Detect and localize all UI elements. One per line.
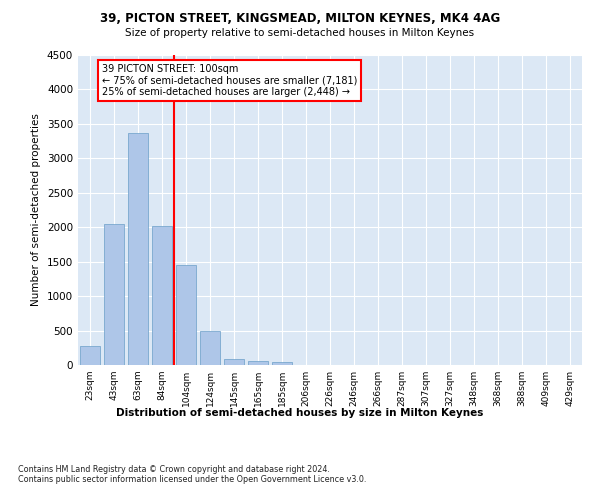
Bar [128,133,148,365]
Bar [80,346,100,365]
Bar [200,331,220,365]
Bar [224,360,244,365]
Text: 39 PICTON STREET: 100sqm
← 75% of semi-detached houses are smaller (7,181)
25% o: 39 PICTON STREET: 100sqm ← 75% of semi-d… [102,64,358,97]
Bar [248,361,268,365]
Text: 39, PICTON STREET, KINGSMEAD, MILTON KEYNES, MK4 4AG: 39, PICTON STREET, KINGSMEAD, MILTON KEY… [100,12,500,26]
Y-axis label: Number of semi-detached properties: Number of semi-detached properties [31,114,41,306]
Text: Distribution of semi-detached houses by size in Milton Keynes: Distribution of semi-detached houses by … [116,408,484,418]
Bar [152,226,172,365]
Bar [272,362,292,365]
Text: Contains HM Land Registry data © Crown copyright and database right 2024.
Contai: Contains HM Land Registry data © Crown c… [18,465,367,484]
Text: Size of property relative to semi-detached houses in Milton Keynes: Size of property relative to semi-detach… [125,28,475,38]
Bar [176,265,196,365]
Bar [104,224,124,365]
